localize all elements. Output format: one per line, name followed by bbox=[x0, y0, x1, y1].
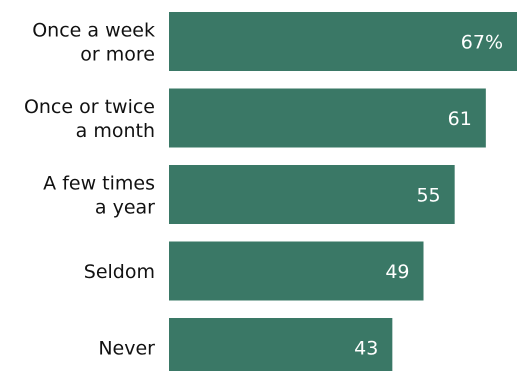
bar bbox=[169, 165, 455, 224]
bar-value-label: 43 bbox=[354, 338, 378, 360]
bar-value-label: 67% bbox=[461, 32, 503, 54]
bar bbox=[169, 12, 517, 71]
category-label: Once or twice bbox=[24, 96, 155, 118]
category-label: Seldom bbox=[84, 261, 155, 283]
bar bbox=[169, 318, 393, 371]
category-label: Never bbox=[98, 338, 155, 360]
category-label: a year bbox=[95, 197, 155, 219]
category-label: Once a week bbox=[32, 20, 155, 42]
category-label: A few times bbox=[43, 173, 155, 195]
bar-value-label: 55 bbox=[416, 185, 440, 207]
value-labels-group: 67% 61 55 49 43 bbox=[354, 32, 503, 360]
bar bbox=[169, 241, 424, 301]
bar-value-label: 49 bbox=[385, 261, 409, 283]
category-label: or more bbox=[80, 44, 155, 66]
bar bbox=[169, 88, 486, 148]
bar-value-label: 61 bbox=[448, 108, 472, 130]
category-label: a month bbox=[76, 120, 155, 142]
bars-group bbox=[169, 12, 517, 371]
